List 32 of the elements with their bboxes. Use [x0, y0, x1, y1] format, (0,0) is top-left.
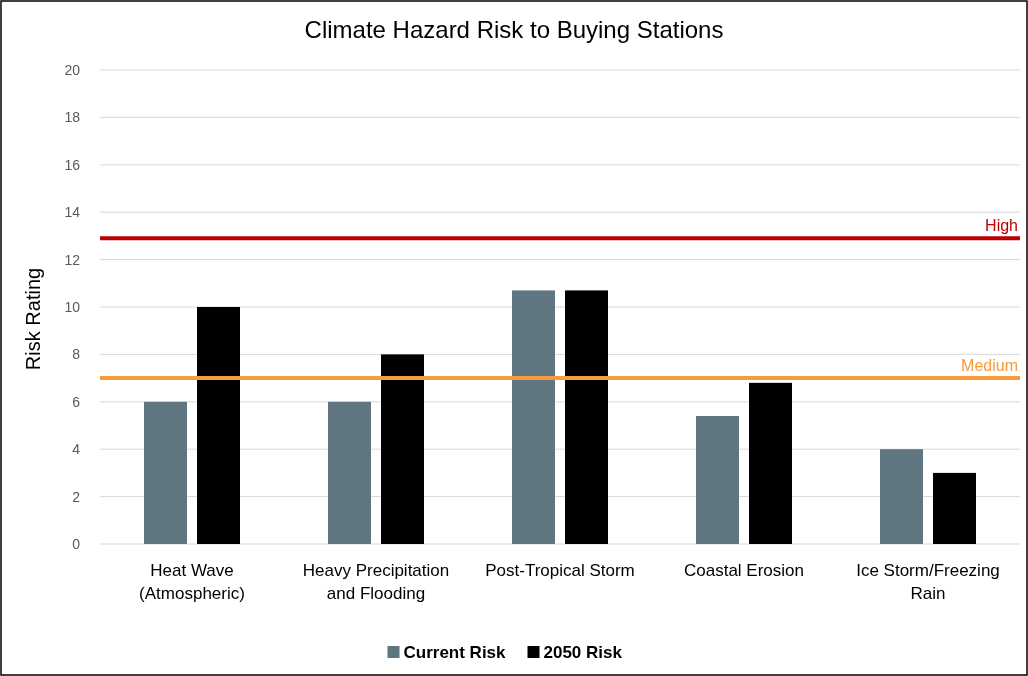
y-tick-label: 8	[72, 346, 81, 363]
x-tick-label: Heat Wave (Atmospheric)	[139, 561, 245, 603]
y-tick-label: 2	[72, 488, 81, 505]
x-tick-label: Post-Tropical Storm	[485, 561, 635, 580]
bar	[565, 290, 608, 544]
y-tick-label: 10	[64, 299, 81, 315]
ref-line-label: Medium	[961, 357, 1018, 375]
bar	[749, 382, 792, 544]
y-tick-label: 14	[64, 204, 81, 221]
y-tick-label: 0	[72, 536, 81, 552]
y-tick-label: 4	[72, 441, 81, 458]
bar	[328, 401, 371, 544]
bar	[144, 401, 187, 544]
y-tick-label: 20	[64, 62, 81, 78]
y-axis-title: Risk Rating	[22, 267, 44, 371]
legend-label: 2050 Risk	[543, 643, 623, 662]
chart-title: Climate Hazard Risk to Buying Stations	[304, 16, 724, 43]
y-tick-label: 6	[72, 393, 81, 410]
x-tick-label: Heavy Precipitation and Flooding	[302, 561, 450, 603]
bar	[381, 354, 424, 544]
legend-label: Current Risk	[403, 643, 507, 662]
y-tick-label: 18	[64, 109, 81, 126]
bar	[512, 290, 555, 544]
x-tick-label: Coastal Erosion	[683, 561, 805, 580]
bar	[933, 472, 976, 544]
bar	[197, 307, 240, 544]
bar	[696, 416, 739, 544]
ref-line-label: High	[985, 217, 1018, 235]
y-tick-label: 12	[64, 251, 81, 268]
x-tick-label: Ice Storm/Freezing Rain	[856, 561, 1000, 603]
y-tick-label: 16	[64, 156, 81, 173]
bar	[880, 449, 923, 544]
